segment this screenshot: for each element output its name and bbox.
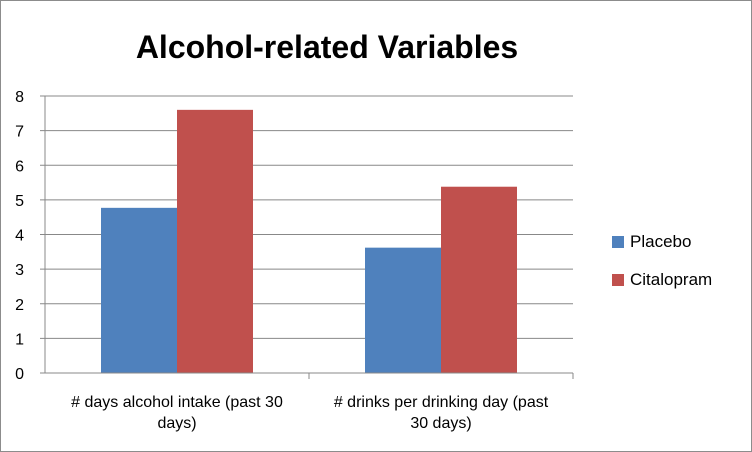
x-tick-label-0: # days alcohol intake (past 30 days) <box>71 394 283 432</box>
legend-label-citalopram: Citalopram <box>630 270 713 289</box>
bar-citalopram-1 <box>441 186 517 373</box>
y-tick-label-5: 5 <box>15 193 24 210</box>
bar-placebo-1 <box>365 247 441 373</box>
y-tick-label-0: 0 <box>15 366 24 383</box>
y-tick-label-7: 7 <box>15 124 24 141</box>
y-tick-label-6: 6 <box>15 158 24 175</box>
y-tick-label-3: 3 <box>15 262 24 279</box>
x-tick-label-1: # drinks per drinking day (past 30 days) <box>334 394 549 432</box>
legend-item-citalopram: Citalopram <box>612 270 712 290</box>
legend: Placebo Citalopram <box>612 232 712 308</box>
legend-swatch-citalopram <box>612 274 624 286</box>
bar-citalopram-0 <box>177 109 253 373</box>
x-tick-label-line: # drinks per drinking day (past <box>334 394 549 411</box>
y-tick-label-8: 8 <box>15 89 24 106</box>
x-tick-label-line: # days alcohol intake (past 30 <box>71 394 283 411</box>
bar-placebo-0 <box>101 207 177 373</box>
y-tick-label-2: 2 <box>15 297 24 314</box>
x-tick-label-line: 30 days) <box>410 415 471 432</box>
legend-swatch-placebo <box>612 236 624 248</box>
x-tick-label-line: days) <box>157 415 196 432</box>
chart-title: Alcohol-related Variables <box>135 29 519 65</box>
y-tick-label-4: 4 <box>15 228 24 245</box>
y-tick-label-1: 1 <box>15 331 24 348</box>
legend-label-placebo: Placebo <box>630 232 692 251</box>
legend-item-placebo: Placebo <box>612 232 712 252</box>
